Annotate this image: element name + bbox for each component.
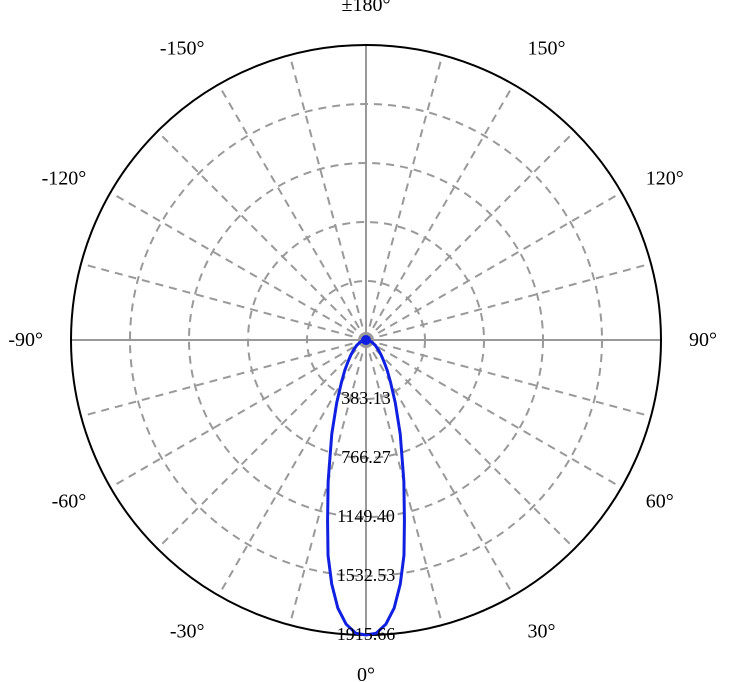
angle-label: ±180° (342, 0, 391, 16)
angle-label: -30° (170, 621, 205, 643)
grid-spoke (219, 85, 367, 340)
angle-label: 60° (646, 491, 674, 513)
radial-label: 766.27 (341, 447, 391, 467)
grid-spoke (81, 340, 366, 416)
angle-label: 30° (528, 621, 556, 643)
angle-label: 150° (528, 37, 566, 59)
radial-label: 383.13 (341, 388, 391, 408)
grid-spoke (366, 264, 651, 340)
angle-label: 0° (357, 664, 375, 682)
angle-label: -90° (8, 329, 43, 351)
grid-spoke (111, 340, 366, 488)
grid-spoke (366, 131, 575, 340)
angle-label: -60° (52, 491, 87, 513)
grid-spoke (290, 55, 366, 340)
center-dot (361, 335, 371, 345)
angle-label: 120° (646, 168, 684, 190)
radial-label: 1915.66 (337, 624, 396, 644)
radial-label: 1149.40 (337, 506, 395, 526)
grid-spoke (157, 340, 366, 549)
grid-spoke (366, 340, 621, 488)
grid-spoke (157, 131, 366, 340)
polar-chart: 383.13 766.27 1149.40 1532.53 1915.66 ±180° -1… (0, 0, 733, 682)
grid-spoke (366, 55, 442, 340)
angle-label: 90° (689, 329, 717, 351)
angle-label: -120° (42, 168, 87, 190)
grid-spoke (366, 340, 651, 416)
radial-label: 1532.53 (337, 565, 396, 585)
grid-spoke (81, 264, 366, 340)
grid-spoke (366, 340, 575, 549)
grid-spoke (366, 85, 514, 340)
grid-spoke (366, 193, 621, 341)
grid-spoke (111, 193, 366, 341)
angle-label: -150° (160, 37, 205, 59)
